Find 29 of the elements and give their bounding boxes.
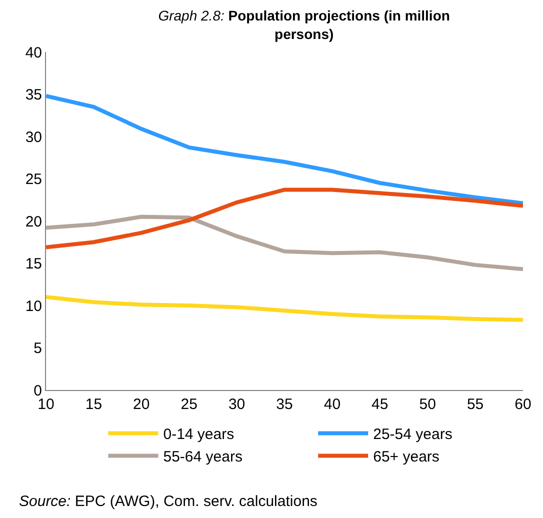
y-tick-label: 25: [25, 171, 42, 188]
x-tick-label: 20: [133, 396, 150, 413]
legend-label: 55-64 years: [163, 448, 242, 466]
chart-title: Graph 2.8: Population projections (in million persons): [158, 8, 450, 42]
y-tick-label: 5: [34, 340, 42, 357]
x-tick-label: 25: [180, 396, 198, 413]
source-note: Source: EPC (AWG), Com. serv. calculations: [19, 493, 318, 510]
x-tick-label: 15: [85, 396, 102, 413]
x-tick-label: 55: [466, 396, 484, 413]
y-tick-label: 40: [25, 44, 42, 62]
line-series: [46, 94, 523, 206]
x-tick-label: 40: [324, 396, 341, 413]
x-tick-label: 60: [514, 396, 532, 413]
legend-label: 0-14 years: [163, 426, 234, 444]
legend-label: 25-54 years: [373, 426, 452, 444]
y-tick-label: 15: [25, 256, 42, 272]
line-series: [46, 188, 523, 250]
line-series: [46, 295, 523, 322]
x-tick-label: 50: [419, 396, 436, 413]
x-tick-label: 30: [228, 396, 246, 413]
legend-label: 65+ years: [373, 448, 440, 466]
y-tick-label: 20: [25, 213, 42, 230]
y-tick-label: 0: [34, 382, 42, 400]
y-tick-label: 10: [25, 298, 42, 315]
x-tick-label: 45: [372, 396, 388, 413]
line-series: [46, 214, 523, 272]
y-tick-label: 30: [25, 128, 42, 146]
y-tick-label: 35: [25, 86, 42, 104]
x-tick-label: 35: [276, 396, 293, 413]
